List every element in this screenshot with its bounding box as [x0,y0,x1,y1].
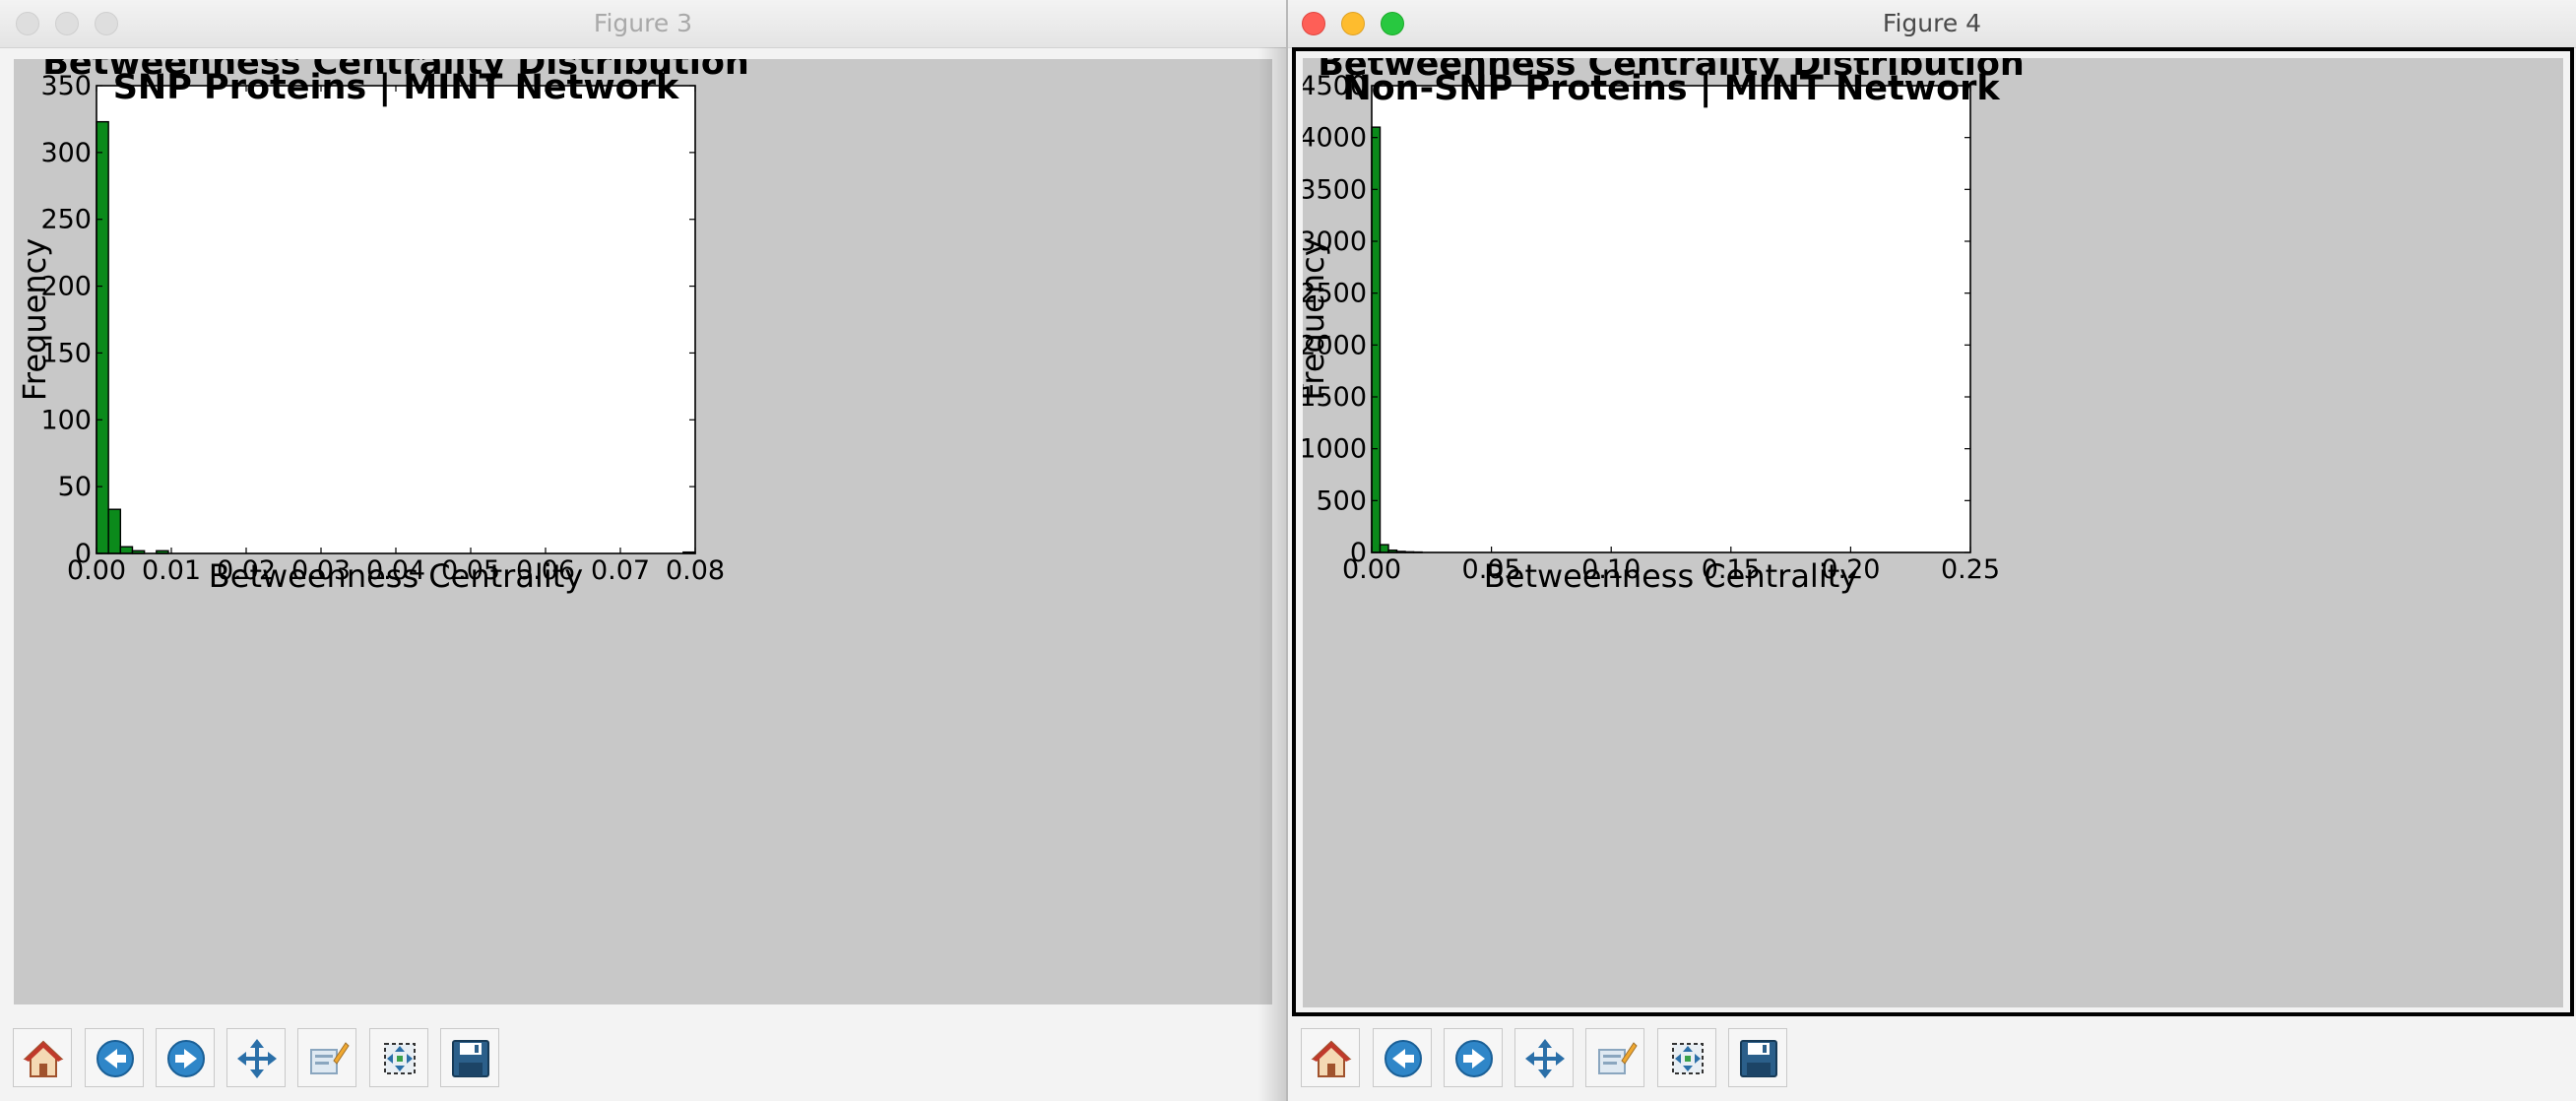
y-tick-label: 300 [40,138,92,168]
y-tick-label: 150 [40,338,92,368]
minimize-button[interactable] [55,12,79,35]
x-tick-label: 0.02 [217,555,276,586]
x-tick-label: 0.25 [1941,554,2000,585]
histogram-chart: 0.00 0.01 0.02 0.03 0.04 0.05 0.06 0.07 0.08 0 50 1… [16,43,749,595]
pan-button[interactable] [226,1028,287,1087]
y-axis-label: Frequency [16,238,53,401]
y-tick-label: 250 [40,205,92,235]
x-tick-label: 0.04 [366,555,425,586]
plot-area [97,86,695,553]
y-tick-label: 4500 [1303,71,1367,101]
x-tick-label: 0.20 [1821,554,1880,585]
y-tick-label: 50 [58,472,92,502]
minimize-button[interactable] [1341,12,1365,35]
home-button[interactable] [13,1028,73,1087]
save-icon [451,1040,489,1077]
y-tick-label: 500 [1316,486,1367,516]
save-icon [1739,1040,1777,1077]
x-tick-label: 0.01 [142,555,201,586]
y-tick-label: 3500 [1303,174,1367,205]
home-button[interactable] [1301,1028,1361,1087]
configure-subplots-button[interactable] [1585,1028,1645,1087]
figure-canvas: 0.00 0.05 0.10 0.15 0.20 0.25 0 500 1000 1500 2000… [1294,44,2563,1007]
figure-4-window: Figure 4 0.00 0.05 0.10 0.15 0.20 0.25 0 500 100… [1286,0,2576,1101]
window-title: Figure 3 [593,9,693,37]
y-axis-label: Frequency [1303,237,1331,400]
forward-arrow-button[interactable] [155,1028,215,1087]
x-axis-label: Betweenness Centrality [209,557,583,595]
back-arrow-button[interactable] [84,1028,144,1087]
histogram-bar [1379,544,1389,553]
home-icon [1311,1040,1352,1077]
histogram-bar [119,546,134,554]
save-button[interactable] [439,1028,499,1087]
x-axis-label: Betweenness Centrality [1484,557,1858,595]
y-tick-label: 0 [1350,538,1367,568]
chart-root: 0.00 0.01 0.02 0.03 0.04 0.05 0.06 0.07 0.08 0 50 1… [16,43,749,595]
x-tick-label: 0.05 [1462,554,1521,585]
figure-canvas: 0.00 0.01 0.02 0.03 0.04 0.05 0.06 0.07 0.08 0 50 1… [14,43,1272,1004]
close-button[interactable] [16,12,39,35]
configure-subplots-button[interactable] [297,1028,357,1087]
x-tick-label: 0.00 [67,555,126,586]
save-button[interactable] [1727,1028,1787,1087]
y-tick-label: 3000 [1303,227,1367,257]
home-icon [23,1040,64,1077]
back-arrow-button[interactable] [1372,1028,1432,1087]
x-tick-label: 0.06 [516,555,575,586]
plot-frame [1371,85,1971,553]
x-tick-label: 0.15 [1702,554,1761,585]
zoom-rect-button[interactable] [368,1028,428,1087]
configure-subplots-icon [310,1042,351,1074]
navigation-toolbar [0,1024,1286,1095]
x-tick-label: 0.05 [441,555,500,586]
histogram-bar [107,508,122,554]
forward-arrow-button[interactable] [1443,1028,1503,1087]
figure-3-window: Figure 3 0.00 0.01 0.02 0.03 0.04 0.05 0.06 0.0… [0,0,1286,1101]
back-arrow-icon [1384,1040,1422,1077]
y-tick-label: 2500 [1303,279,1367,309]
y-tick-label: 200 [40,272,92,302]
back-arrow-icon [96,1040,134,1077]
x-tick-label: 0.10 [1581,554,1641,585]
titlebar[interactable]: Figure 4 [1288,0,2576,48]
chart-title-line-2: Non-SNP Proteins | MINT Network [1342,69,2000,108]
window-title: Figure 4 [1882,9,1982,37]
chart-root: 0.00 0.05 0.10 0.15 0.20 0.25 0 500 1000 1500 2000… [1294,44,2025,595]
close-button[interactable] [1302,12,1325,35]
histogram-bar [1371,126,1382,553]
pan-icon [237,1039,278,1078]
y-tick-label: 1000 [1303,434,1367,465]
x-tick-label: 0.08 [666,555,725,586]
x-tick-label: 0.07 [591,555,650,586]
zoom-button[interactable] [95,12,118,35]
forward-arrow-icon [166,1040,205,1077]
canvas-focus-frame [1292,47,2574,1016]
y-tick-label: 0 [75,539,92,569]
y-tick-label: 1500 [1303,382,1367,413]
forward-arrow-icon [1454,1040,1493,1077]
plot-area [1372,86,1970,552]
zoom-rect-icon [1671,1043,1704,1074]
y-tick-label: 100 [40,405,92,435]
zoom-button[interactable] [1381,12,1404,35]
x-tick-label: 0.00 [1342,554,1401,585]
pan-icon [1525,1039,1566,1078]
navigation-toolbar [1288,1024,2576,1095]
chart-title-line-2: SNP Proteins | MINT Network [113,68,679,107]
zoom-rect-button[interactable] [1656,1028,1716,1087]
histogram-bar [96,120,109,554]
histogram-chart: 0.00 0.05 0.10 0.15 0.20 0.25 0 500 1000 1500 2000… [1294,44,2025,595]
x-tick-label: 0.03 [291,555,351,586]
titlebar[interactable]: Figure 3 [0,0,1286,48]
y-tick-label: 2000 [1303,330,1367,360]
configure-subplots-icon [1598,1042,1639,1074]
y-tick-label: 4000 [1303,123,1367,154]
pan-button[interactable] [1514,1028,1575,1087]
y-tick-label: 350 [40,71,92,101]
zoom-rect-icon [383,1043,416,1074]
